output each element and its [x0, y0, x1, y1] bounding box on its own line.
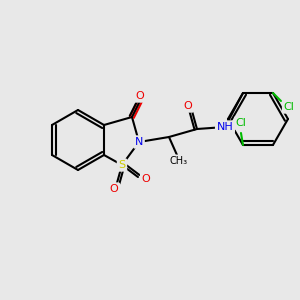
Text: S: S	[118, 160, 125, 170]
Text: N: N	[135, 137, 143, 147]
Text: O: O	[136, 91, 144, 101]
Text: O: O	[110, 184, 118, 194]
Text: O: O	[142, 174, 150, 184]
Text: CH₃: CH₃	[170, 156, 188, 166]
Text: NH: NH	[217, 122, 233, 132]
Text: O: O	[184, 101, 192, 111]
Text: Cl: Cl	[284, 102, 294, 112]
Text: Cl: Cl	[236, 118, 246, 128]
